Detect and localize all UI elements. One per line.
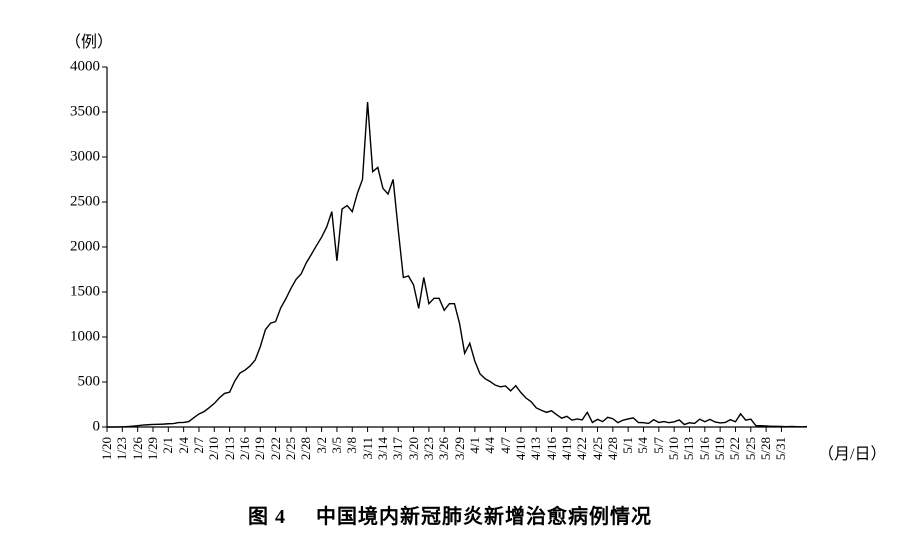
y-tick-label: 0 bbox=[4, 419, 100, 436]
x-tick-label: 2/10 bbox=[206, 437, 222, 460]
x-tick-label: 5/16 bbox=[697, 437, 713, 460]
caption-prefix: 图 4 bbox=[248, 506, 286, 528]
x-tick-label: 3/5 bbox=[329, 437, 345, 454]
y-tick-label: 500 bbox=[4, 374, 100, 391]
y-axis-unit-label: （例） bbox=[65, 28, 113, 52]
x-tick-label: 5/7 bbox=[651, 437, 667, 454]
x-tick-label: 2/28 bbox=[298, 437, 314, 460]
x-tick-label: 5/4 bbox=[635, 437, 651, 454]
x-tick-label: 4/16 bbox=[544, 437, 560, 460]
x-tick-label: 3/29 bbox=[452, 437, 468, 460]
x-tick-label: 4/10 bbox=[513, 437, 529, 460]
x-tick-label: 3/17 bbox=[390, 437, 406, 460]
figure-caption: 图 4 中国境内新冠肺炎新增治愈病例情况 bbox=[0, 500, 900, 529]
x-tick-label: 5/22 bbox=[727, 437, 743, 460]
x-tick-label: 5/10 bbox=[666, 437, 682, 460]
x-tick-label: 2/13 bbox=[222, 437, 238, 460]
y-tick-label: 1000 bbox=[4, 329, 100, 346]
x-tick-label: 3/11 bbox=[360, 437, 376, 460]
x-tick-label: 5/19 bbox=[712, 437, 728, 460]
x-tick-label: 4/28 bbox=[605, 437, 621, 460]
y-tick-label: 3000 bbox=[4, 149, 100, 166]
x-tick-label: 4/4 bbox=[482, 437, 498, 454]
x-tick-labels: 1/201/231/261/292/12/42/72/102/132/162/1… bbox=[107, 435, 807, 495]
caption-text: 中国境内新冠肺炎新增治愈病例情况 bbox=[316, 506, 652, 528]
x-tick-label: 2/22 bbox=[268, 437, 284, 460]
x-tick-label: 3/2 bbox=[314, 437, 330, 454]
x-tick-label: 2/1 bbox=[160, 437, 176, 454]
y-tick-label: 3500 bbox=[4, 104, 100, 121]
chart-container: （例） （月/日） 0 500 1000 1500 2000 2500 3000 3500 40… bbox=[0, 0, 900, 539]
x-tick-label: 5/25 bbox=[743, 437, 759, 460]
y-tick-labels: 05001000150020002500300035004000 bbox=[0, 67, 100, 427]
x-tick-label: 3/26 bbox=[436, 437, 452, 460]
y-tick-label: 1500 bbox=[4, 284, 100, 301]
x-tick-label: 4/25 bbox=[590, 437, 606, 460]
plot-svg bbox=[107, 67, 807, 427]
x-tick-label: 1/20 bbox=[99, 437, 115, 460]
x-tick-label: 5/31 bbox=[773, 437, 789, 460]
x-tick-label: 3/20 bbox=[406, 437, 422, 460]
x-tick-label: 5/13 bbox=[681, 437, 697, 460]
y-tick-label: 4000 bbox=[4, 59, 100, 76]
x-tick-label: 2/19 bbox=[252, 437, 268, 460]
x-tick-label: 1/26 bbox=[130, 437, 146, 460]
x-tick-label: 4/13 bbox=[528, 437, 544, 460]
x-tick-label: 3/23 bbox=[421, 437, 437, 460]
y-tick-label: 2000 bbox=[4, 239, 100, 256]
x-tick-label: 4/19 bbox=[559, 437, 575, 460]
x-tick-label: 2/7 bbox=[191, 437, 207, 454]
x-tick-label: 1/29 bbox=[145, 437, 161, 460]
x-tick-label: 2/25 bbox=[283, 437, 299, 460]
x-tick-label: 4/7 bbox=[498, 437, 514, 454]
plot-area bbox=[107, 67, 807, 427]
x-tick-label: 5/1 bbox=[620, 437, 636, 454]
x-tick-label: 3/8 bbox=[344, 437, 360, 454]
x-tick-label: 2/16 bbox=[237, 437, 253, 460]
x-tick-label: 2/4 bbox=[176, 437, 192, 454]
x-axis-unit-label: （月/日） bbox=[818, 440, 886, 464]
x-tick-label: 1/23 bbox=[114, 437, 130, 460]
x-tick-label: 4/22 bbox=[574, 437, 590, 460]
x-tick-label: 5/28 bbox=[758, 437, 774, 460]
x-tick-label: 3/14 bbox=[375, 437, 391, 460]
x-tick-label: 4/1 bbox=[467, 437, 483, 454]
y-tick-label: 2500 bbox=[4, 194, 100, 211]
